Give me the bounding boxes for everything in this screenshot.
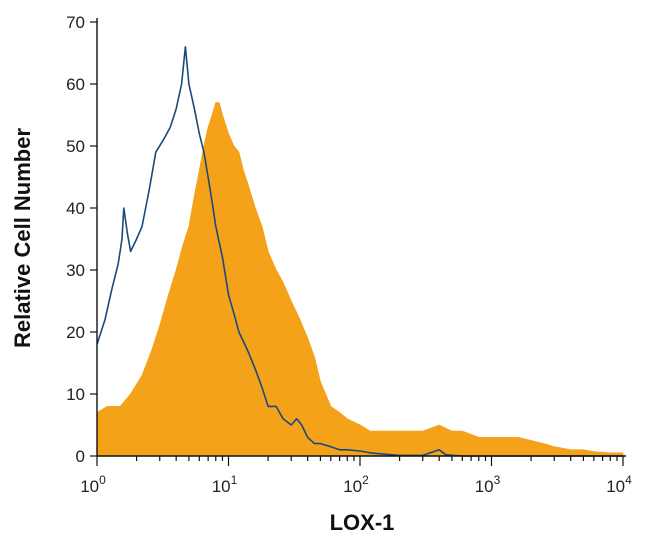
axes — [96, 18, 626, 457]
outline-histogram-series — [96, 46, 623, 457]
y-tick-label: 70 — [66, 13, 85, 32]
y-tick-label: 30 — [66, 261, 85, 280]
x-tick-label: 100 — [80, 473, 106, 496]
y-tick-label: 0 — [76, 447, 85, 466]
y-tick-label: 20 — [66, 323, 85, 342]
filled-histogram-series — [96, 102, 624, 457]
y-tick-label: 10 — [66, 385, 85, 404]
y-tick-label: 40 — [66, 199, 85, 218]
x-tick-label: 103 — [475, 473, 501, 496]
x-tick-label: 104 — [606, 473, 632, 496]
x-axis-title: LOX-1 — [330, 510, 395, 535]
y-ticks: 0 10 20 30 40 50 60 70 — [66, 13, 97, 466]
x-tick-label: 102 — [343, 473, 369, 496]
x-tick-label: 101 — [212, 473, 238, 496]
x-ticks: 100 101 102 103 104 — [80, 456, 632, 496]
y-tick-label: 60 — [66, 75, 85, 94]
y-axis-title: Relative Cell Number — [10, 128, 35, 349]
series-layer — [96, 46, 624, 457]
y-tick-label: 50 — [66, 137, 85, 156]
